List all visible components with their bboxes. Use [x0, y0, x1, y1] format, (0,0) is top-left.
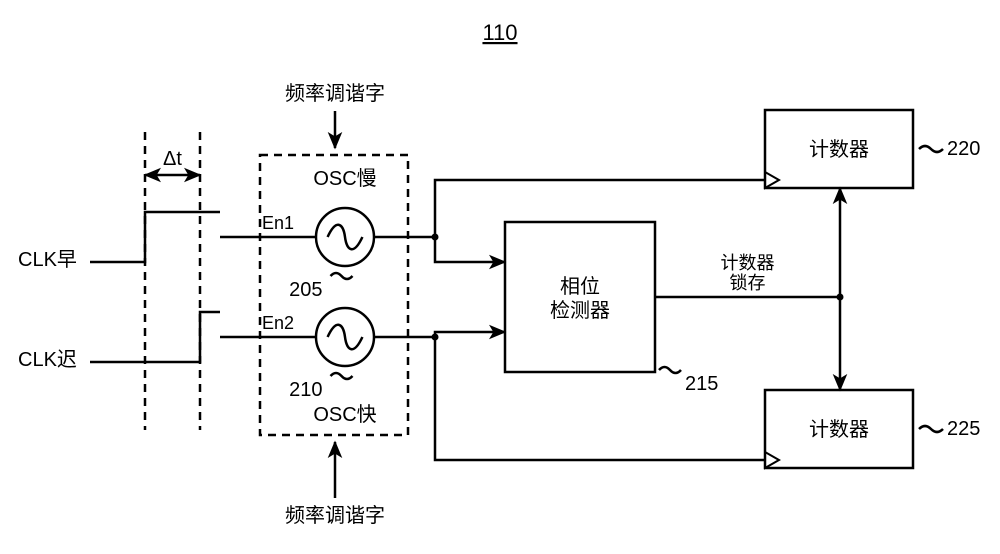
- osc-slow-label: OSC慢: [313, 167, 376, 190]
- phase-detector-label1: 相位: [560, 275, 600, 298]
- en1-label: En1: [262, 213, 294, 233]
- en2-label: En2: [262, 313, 294, 333]
- counter-top-label: 计数器: [809, 138, 869, 161]
- ref-225: 225: [947, 418, 980, 440]
- osc-fast-label: OSC快: [313, 403, 376, 426]
- osc-slow-wave-icon: [328, 225, 363, 249]
- figure-number: 110: [482, 20, 517, 45]
- ref-tilde-205: [331, 273, 353, 279]
- ref-tilde-220: [919, 146, 943, 152]
- osc-fast-wave-icon: [328, 325, 363, 349]
- ref-205: 205: [289, 279, 322, 301]
- counter-top-clk-icon: [765, 172, 779, 188]
- ref-215: 215: [685, 373, 718, 395]
- wire-fast-to-counter-bottom: [435, 337, 765, 460]
- wire-fast-to-pd: [435, 332, 505, 337]
- wire-slow-to-pd: [435, 237, 505, 262]
- ref-tilde-210: [331, 373, 353, 379]
- clk-late-label: CLK迟: [18, 348, 77, 371]
- freq-tune-top-label: 频率调谐字: [285, 82, 385, 105]
- ref-tilde-225: [919, 426, 943, 432]
- counter-bottom-clk-icon: [765, 452, 779, 468]
- clk-early-label: CLK早: [18, 249, 77, 271]
- freq-tune-bottom-label: 频率调谐字: [285, 504, 385, 527]
- phase-detector-label2: 检测器: [550, 299, 610, 322]
- latch-label1: 计数器: [721, 253, 775, 273]
- ref-210: 210: [289, 379, 322, 401]
- ref-tilde-215: [659, 367, 681, 373]
- oscillator-group: [260, 155, 408, 435]
- ref-220: 220: [947, 138, 980, 160]
- counter-bottom-label: 计数器: [809, 418, 869, 441]
- wire-slow-to-counter-top: [435, 180, 765, 237]
- latch-label2: 锁存: [730, 273, 766, 293]
- delta-t-label: Δt: [163, 148, 182, 170]
